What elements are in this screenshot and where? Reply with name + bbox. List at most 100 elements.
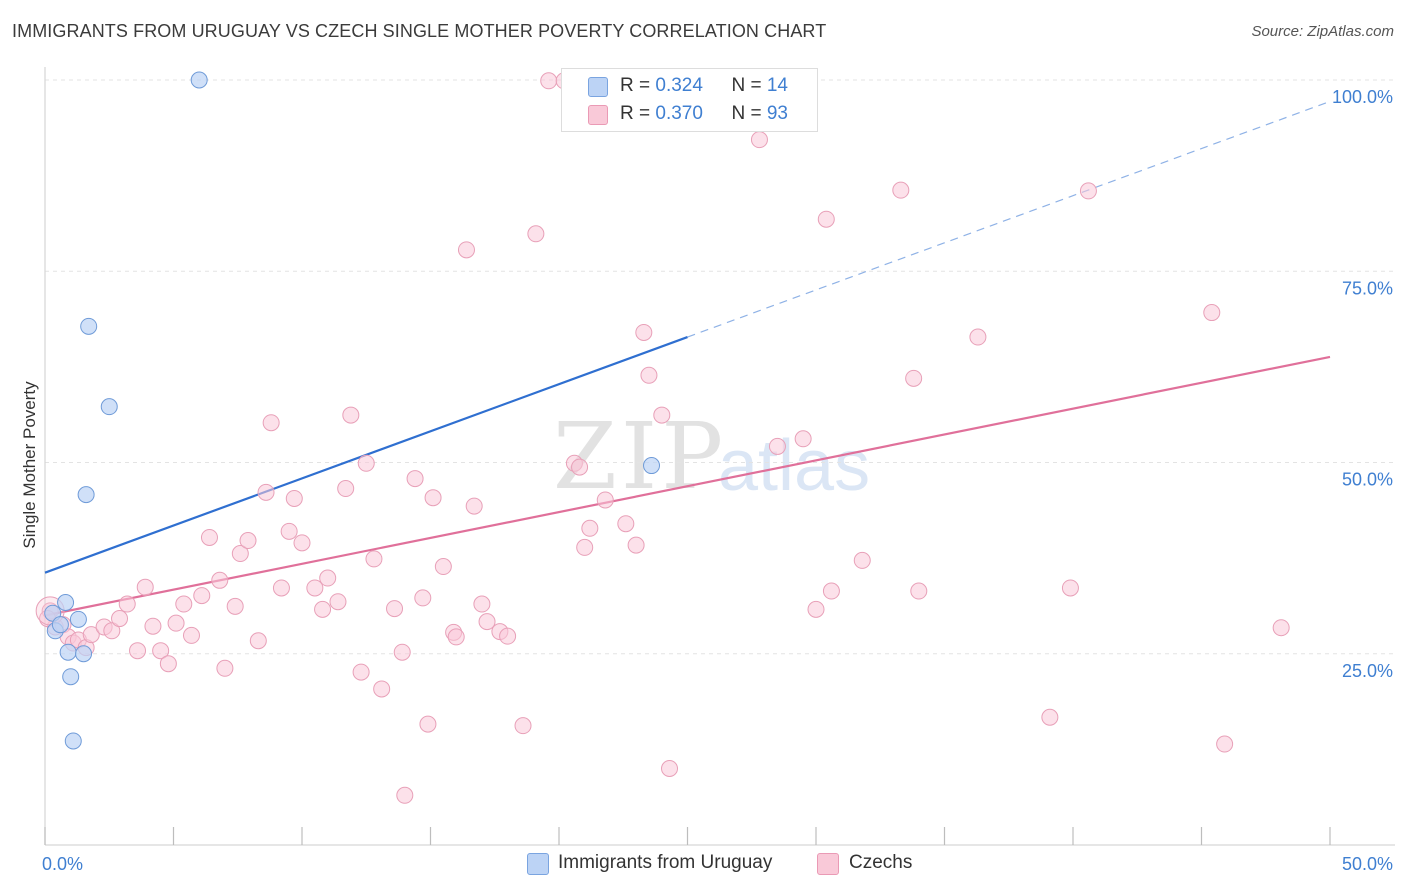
- point-czechs: [794, 430, 812, 448]
- point-uruguay: [62, 668, 80, 686]
- legend-swatch-czechs: [588, 105, 608, 125]
- point-czechs: [768, 437, 786, 455]
- point-czechs: [285, 489, 303, 507]
- point-czechs: [424, 489, 442, 507]
- point-czechs: [892, 181, 910, 199]
- point-czechs: [910, 582, 928, 600]
- point-czechs: [514, 717, 532, 735]
- point-czechs: [129, 642, 147, 660]
- y-axis-label: Single Mother Poverty: [20, 381, 39, 549]
- x-tick-label: 0.0%: [42, 854, 83, 874]
- point-czechs: [216, 659, 234, 677]
- point-czechs: [414, 589, 432, 607]
- watermark-atlas: atlas: [718, 426, 870, 506]
- point-czechs: [200, 528, 218, 546]
- point-uruguay: [75, 645, 93, 663]
- stats-legend: R = 0.324 N = 14 R = 0.370 N = 93: [561, 68, 818, 132]
- y-tick-label: 100.0%: [1332, 87, 1393, 107]
- trend-line-uruguay-extension: [687, 100, 1331, 338]
- chart-title: IMMIGRANTS FROM URUGUAY VS CZECH SINGLE …: [12, 21, 827, 41]
- y-tick-label: 75.0%: [1342, 278, 1393, 298]
- n-value-czechs: 93: [766, 103, 788, 124]
- point-czechs: [103, 622, 121, 640]
- point-uruguay: [69, 610, 87, 628]
- point-czechs: [393, 643, 411, 661]
- point-czechs: [596, 491, 614, 509]
- point-czechs: [853, 551, 871, 569]
- n-value-uruguay: 14: [766, 75, 788, 96]
- point-uruguay: [59, 643, 77, 661]
- point-czechs: [211, 571, 229, 589]
- n-label: N =: [731, 75, 767, 96]
- point-czechs: [635, 323, 653, 341]
- point-czechs: [319, 569, 337, 587]
- point-czechs: [447, 628, 465, 646]
- point-czechs: [1061, 579, 1079, 597]
- point-uruguay: [77, 486, 95, 504]
- trend-lines: [44, 100, 1331, 617]
- point-czechs: [111, 610, 129, 628]
- watermark: ZIP atlas: [553, 403, 870, 510]
- r-value-uruguay: 0.324: [655, 75, 703, 96]
- point-czechs: [473, 595, 491, 613]
- bottom-swatch-czechs: [817, 853, 839, 875]
- point-czechs: [750, 131, 768, 149]
- point-czechs: [1079, 182, 1097, 200]
- gridlines: [45, 79, 1395, 655]
- point-czechs: [653, 406, 671, 424]
- point-czechs: [817, 210, 835, 228]
- r-label: R =: [620, 75, 656, 96]
- point-czechs: [249, 632, 267, 650]
- point-czechs: [576, 538, 594, 556]
- point-czechs: [182, 626, 200, 644]
- point-czechs: [822, 582, 840, 600]
- point-czechs: [396, 786, 414, 804]
- point-czechs: [640, 366, 658, 384]
- point-czechs: [239, 532, 257, 550]
- point-czechs: [314, 600, 332, 618]
- legend-row-czechs: R = 0.370 N = 93: [620, 103, 788, 125]
- n-label: N =: [731, 103, 767, 124]
- point-czechs: [144, 617, 162, 635]
- watermark-zip: ZIP: [553, 403, 727, 510]
- source-label: Source: ZipAtlas.com: [1251, 23, 1394, 40]
- tick-labels: 0.0% 50.0% 25.0% 50.0% 75.0% 100.0%: [42, 87, 1393, 874]
- bottom-legend-czechs: Czechs: [849, 852, 913, 873]
- legend-row-uruguay: R = 0.324 N = 14: [620, 75, 788, 97]
- point-czechs: [82, 626, 100, 644]
- point-czechs: [617, 515, 635, 533]
- point-czechs: [807, 600, 825, 618]
- point-czechs: [306, 579, 324, 597]
- point-czechs: [661, 760, 679, 777]
- point-czechs: [272, 579, 290, 597]
- x-tick-label: 50.0%: [1342, 854, 1393, 874]
- point-czechs: [118, 595, 136, 613]
- point-czechs: [627, 536, 645, 554]
- point-czechs: [434, 558, 452, 576]
- point-czechs: [365, 550, 383, 568]
- point-czechs: [1216, 735, 1234, 753]
- point-czechs: [167, 614, 185, 632]
- point-czechs: [226, 597, 244, 615]
- bottom-legend-uruguay: Immigrants from Uruguay: [558, 852, 773, 873]
- point-uruguay: [51, 616, 69, 634]
- point-czechs: [1041, 708, 1059, 726]
- point-czechs: [175, 595, 193, 613]
- point-uruguay: [643, 457, 661, 475]
- point-uruguay: [190, 71, 208, 89]
- point-czechs: [136, 578, 154, 596]
- r-value-czechs: 0.370: [655, 103, 703, 124]
- point-czechs: [406, 470, 424, 488]
- point-czechs: [386, 600, 404, 618]
- point-czechs: [280, 522, 298, 540]
- point-czechs: [499, 627, 517, 645]
- axes: [44, 67, 1395, 846]
- point-uruguay: [80, 317, 98, 335]
- legend-swatch-uruguay: [588, 77, 608, 97]
- point-czechs: [571, 458, 589, 476]
- point-czechs: [969, 328, 987, 346]
- y-tick-label: 25.0%: [1342, 661, 1393, 681]
- point-czechs: [1203, 304, 1221, 322]
- point-czechs: [159, 655, 177, 673]
